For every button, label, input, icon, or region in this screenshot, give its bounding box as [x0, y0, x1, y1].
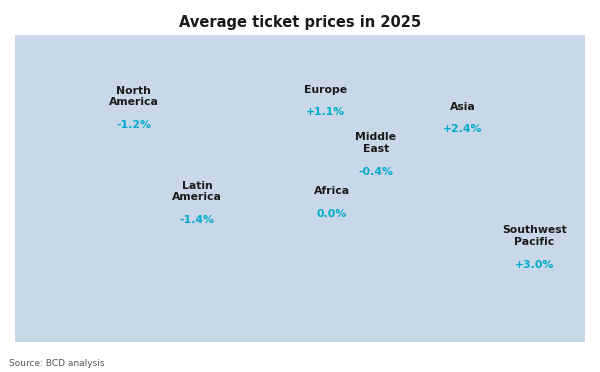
Text: Latin
America: Latin America — [172, 181, 222, 202]
Text: -1.2%: -1.2% — [116, 120, 151, 130]
Text: Europe: Europe — [304, 84, 347, 94]
Text: Asia: Asia — [450, 102, 476, 112]
Text: +1.1%: +1.1% — [306, 107, 345, 117]
FancyBboxPatch shape — [7, 25, 593, 353]
Text: +3.0%: +3.0% — [515, 260, 554, 270]
Text: Southwest
Pacific: Southwest Pacific — [502, 225, 567, 247]
Title: Average ticket prices in 2025: Average ticket prices in 2025 — [179, 15, 421, 30]
Text: +2.4%: +2.4% — [443, 124, 483, 134]
Text: 0.0%: 0.0% — [317, 209, 347, 219]
Text: -1.4%: -1.4% — [179, 215, 215, 225]
Text: -0.4%: -0.4% — [359, 167, 394, 176]
Text: North
America: North America — [109, 86, 158, 107]
Text: Source: BCD analysis: Source: BCD analysis — [9, 359, 104, 368]
Text: Middle
East: Middle East — [355, 132, 397, 154]
Text: Africa: Africa — [314, 186, 350, 196]
